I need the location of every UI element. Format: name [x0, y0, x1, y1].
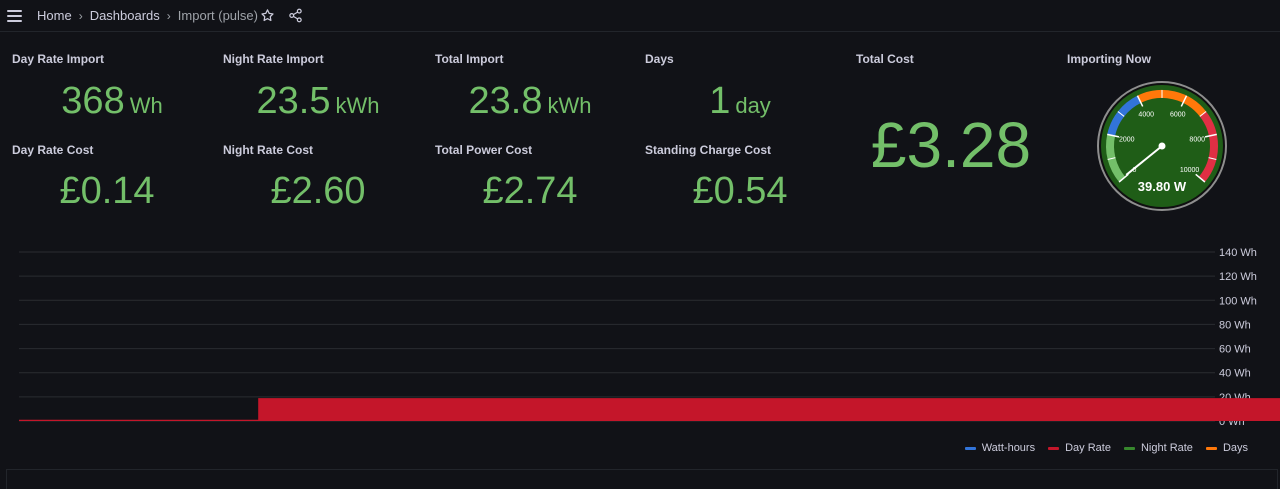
stat-value: £2.74 — [482, 170, 578, 212]
panel-title-importing-now: Importing Now — [1067, 52, 1151, 66]
gauge-threshold-arc — [1137, 90, 1207, 117]
stat-total-import: 23.8 kWh — [430, 80, 630, 123]
legend-item-watt-hours[interactable]: Watt-hours — [964, 442, 1036, 454]
stat-value: 23.5 — [256, 80, 331, 122]
breadcrumb-home[interactable]: Home — [37, 8, 72, 23]
stat-value: 368 — [61, 80, 125, 122]
panel-title-days: Days — [645, 52, 674, 66]
legend-label: Night Rate — [1140, 442, 1193, 454]
legend-label: Days — [1222, 442, 1248, 454]
stat-days: 1 day — [640, 80, 840, 123]
legend-label: Day Rate — [1065, 442, 1111, 454]
gauge: 0 2000 4000 6000 8000 10000 39.80 W — [1097, 81, 1227, 211]
stat-value: £2.60 — [270, 170, 366, 212]
stat-day-rate-cost: £0.14 — [7, 170, 207, 213]
gauge-threshold-arc — [1198, 111, 1218, 182]
gauge-tick — [1195, 173, 1206, 183]
stat-value: £0.14 — [59, 170, 155, 212]
gauge-tick-label: 10000 — [1180, 167, 1200, 174]
breadcrumb: Home › Dashboards › Import (pulse) — [37, 8, 258, 23]
y-tick-label: 120 Wh — [1219, 271, 1257, 283]
stat-unit: Wh — [129, 93, 163, 118]
gauge-tick — [1204, 133, 1217, 138]
breadcrumb-dashboards[interactable]: Dashboards — [89, 8, 160, 23]
chart-legend: Watt-hours Day Rate Night Rate Days — [964, 442, 1248, 454]
top-bar: Home › Dashboards › Import (pulse) — [0, 0, 1280, 32]
legend-item-night-rate[interactable]: Night Rate — [1123, 442, 1193, 454]
panel-title-night-rate-import: Night Rate Import — [223, 52, 324, 66]
gauge-value: 39.80 W — [1138, 179, 1187, 194]
y-tick-label: 100 Wh — [1219, 295, 1257, 307]
panel-title-standing-charge-cost: Standing Charge Cost — [645, 143, 772, 157]
legend-item-days[interactable]: Days — [1205, 442, 1248, 454]
gauge-tick-label: 8000 — [1189, 137, 1205, 144]
gauge-tick — [1117, 111, 1125, 117]
stat-unit: kWh — [547, 93, 592, 118]
y-tick-label: 40 Wh — [1219, 368, 1251, 380]
chevron-right-icon: › — [166, 8, 171, 23]
stat-total-cost: £3.28 — [870, 109, 1032, 181]
stat-value: £0.54 — [692, 170, 788, 212]
stat-night-rate-import: 23.5 kWh — [218, 80, 418, 123]
gauge-tick — [1107, 133, 1120, 138]
legend-swatch — [964, 446, 976, 450]
gauge-tick-label: 6000 — [1170, 112, 1186, 119]
gauge-needle-hub — [1158, 142, 1166, 150]
panel-title-night-rate-cost: Night Rate Cost — [223, 143, 313, 157]
y-tick-label: 60 Wh — [1219, 344, 1251, 356]
stat-day-rate-import: 368 Wh — [12, 80, 212, 123]
share-icon[interactable] — [288, 8, 303, 23]
stat-total-power-cost: £2.74 — [430, 170, 630, 213]
breadcrumb-current: Import (pulse) — [177, 8, 258, 23]
next-panel — [6, 469, 1278, 489]
legend-swatch — [1048, 446, 1060, 450]
gauge-tick — [1208, 157, 1217, 161]
legend-item-day-rate[interactable]: Day Rate — [1048, 442, 1111, 454]
stat-night-rate-cost: £2.60 — [218, 170, 418, 213]
panel-title-day-rate-cost: Day Rate Cost — [12, 143, 94, 157]
stat-unit: day — [735, 93, 771, 118]
gauge-tick-label: 0 — [1132, 167, 1136, 174]
legend-label: Watt-hours — [981, 442, 1036, 454]
stat-unit: kWh — [335, 93, 380, 118]
y-tick-label: 140 Wh — [1219, 247, 1257, 259]
legend-swatch — [1205, 446, 1217, 450]
menu-icon[interactable] — [7, 10, 22, 22]
chevron-right-icon: › — [78, 8, 83, 23]
gauge-tick — [1107, 157, 1116, 161]
panel-title-total-cost: Total Cost — [856, 52, 914, 66]
gauge-tick — [1136, 95, 1144, 107]
bar-day-rate — [258, 398, 1280, 421]
stat-value: 1 — [709, 80, 731, 122]
panel-title-day-rate-import: Day Rate Import — [12, 52, 105, 66]
star-icon[interactable] — [260, 8, 275, 23]
y-tick-label: 80 Wh — [1219, 319, 1251, 331]
gauge-needle — [1125, 145, 1163, 176]
legend-swatch — [1123, 446, 1135, 450]
gauge-tick-label: 2000 — [1119, 137, 1135, 144]
gauge-tick-label: 4000 — [1138, 112, 1154, 119]
panel-title-total-import: Total Import — [435, 52, 504, 66]
panel-title-total-power-cost: Total Power Cost — [435, 143, 533, 157]
gauge-tick — [1180, 95, 1188, 107]
stat-value: 23.8 — [468, 80, 543, 122]
stat-standing-charge-cost: £0.54 — [640, 170, 840, 213]
gauge-tick — [1199, 111, 1207, 117]
